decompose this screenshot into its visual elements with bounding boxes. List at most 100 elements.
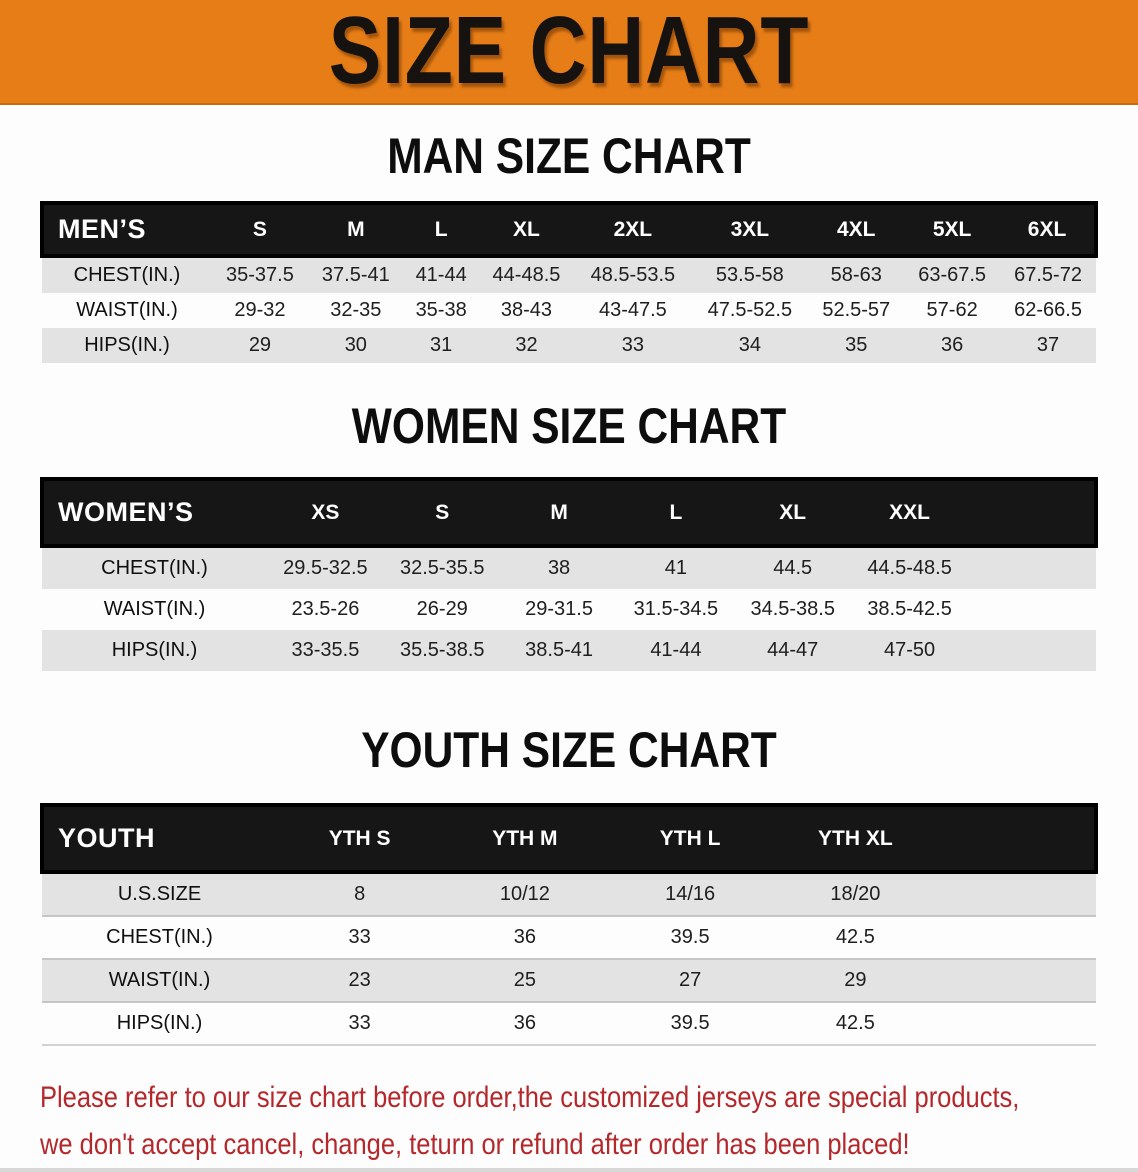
size-value: 33-35.5 <box>267 630 384 671</box>
header-row: MEN’S S M L XL 2XL 3XL 4XL 5XL 6XL <box>40 201 1098 258</box>
row-label: HIPS(IN.) <box>42 328 212 363</box>
spacer-cell <box>968 477 1098 548</box>
size-value: 67.5-72 <box>1000 254 1096 293</box>
size-value: 27 <box>607 958 773 1002</box>
size-value: 33 <box>277 915 443 959</box>
size-value: 44-48.5 <box>478 254 575 293</box>
size-value: 35-37.5 <box>212 254 308 293</box>
row-label: HIPS(IN.) <box>42 630 267 671</box>
table-corner-label: YOUTH <box>40 803 277 874</box>
table-row: U.S.SIZE 8 10/12 14/16 18/20 <box>42 870 1096 916</box>
column-header: 2XL <box>574 201 692 258</box>
column-header: 3XL <box>691 201 809 258</box>
content: MAN SIZE CHART MEN’S S M L XL 2XL 3XL 4XL 5XL 6XL… <box>0 105 1138 1168</box>
size-value: 36 <box>904 328 1001 363</box>
spacer-cell <box>938 958 1096 1002</box>
column-header: M <box>500 477 618 548</box>
size-value: 35.5-38.5 <box>383 630 501 671</box>
men-size-table: MEN’S S M L XL 2XL 3XL 4XL 5XL 6XL CHEST(IN.) 35-37… <box>40 201 1098 363</box>
note-line-2: we don't accept cancel, change, teturn o… <box>40 1128 910 1161</box>
youth-heading: YOUTH SIZE CHART <box>361 722 777 778</box>
size-value: 34.5-38.5 <box>750 598 835 620</box>
size-value: 8 <box>277 870 443 916</box>
note-line-1: Please refer to our size chart before or… <box>40 1081 1020 1114</box>
size-value: 41 <box>617 544 735 589</box>
size-value: 42.5 <box>772 915 938 959</box>
size-value: 44-47 <box>734 630 852 671</box>
column-header: YTH XL <box>772 803 938 874</box>
table-corner-label: WOMEN’S <box>40 477 267 548</box>
size-value: 29-31.5 <box>525 598 593 620</box>
size-value: 32 <box>478 328 575 363</box>
column-header: S <box>383 477 501 548</box>
column-header: M <box>307 201 404 258</box>
size-value: 32.5-35.5 <box>383 544 501 589</box>
column-header: L <box>403 201 479 258</box>
table-row: HIPS(IN.) 29 30 31 32 33 34 35 36 37 <box>42 328 1096 363</box>
women-size-table: WOMEN’S XS S M L XL XXL CHEST(IN.) 29.5-32.5 32.5… <box>40 477 1098 671</box>
header-row: WOMEN’S XS S M L XL XXL <box>40 477 1098 548</box>
women-heading: WOMEN SIZE CHART <box>351 398 787 454</box>
size-value: 26-29 <box>416 598 468 620</box>
size-value: 25 <box>442 958 608 1002</box>
size-value: 62-66.5 <box>1014 299 1082 321</box>
size-value: 29.5-32.5 <box>267 544 384 589</box>
size-value: 35 <box>808 328 905 363</box>
size-value: 37 <box>1000 328 1096 363</box>
table-row: WAIST(IN.) 23 25 27 29 <box>42 958 1096 1002</box>
size-value: 41-44 <box>617 630 735 671</box>
size-value: 52.5-57 <box>822 299 891 321</box>
spacer-cell <box>968 589 1096 630</box>
column-header: XL <box>734 477 852 548</box>
column-header: 4XL <box>808 201 905 258</box>
size-value: 48.5-53.5 <box>574 254 692 293</box>
size-value: 33 <box>574 328 692 363</box>
size-value: 29 <box>212 328 308 363</box>
row-label: CHEST(IN.) <box>42 915 277 959</box>
size-value: 36 <box>442 1001 608 1046</box>
size-value: 36 <box>442 915 608 959</box>
size-value: 41-44 <box>403 254 479 293</box>
men-heading: MAN SIZE CHART <box>387 128 751 184</box>
row-label: CHEST(IN.) <box>42 254 212 293</box>
column-header: L <box>617 477 735 548</box>
header-row: YOUTH YTH S YTH M YTH L YTH XL <box>40 803 1098 874</box>
size-value: 23 <box>277 958 443 1002</box>
size-value: 29 <box>772 958 938 1002</box>
size-value: 39.5 <box>607 915 773 959</box>
size-value: 63-67.5 <box>904 254 1001 293</box>
row-label: WAIST(IN.) <box>76 299 178 321</box>
size-value: 44.5-48.5 <box>851 544 968 589</box>
column-header: XL <box>478 201 575 258</box>
size-value: 47-50 <box>851 630 968 671</box>
spacer-cell <box>938 1001 1096 1046</box>
spacer-cell <box>968 544 1096 589</box>
size-value: 39.5 <box>607 1001 773 1046</box>
order-note: Please refer to our size chart before or… <box>40 1074 1098 1168</box>
size-value: 38-43 <box>500 299 553 321</box>
spacer-cell <box>968 630 1096 671</box>
size-value: 38.5-41 <box>500 630 618 671</box>
row-label: U.S.SIZE <box>42 870 277 916</box>
banner: SIZE CHART <box>0 0 1138 105</box>
size-value: 10/12 <box>442 870 608 916</box>
size-value: 38.5-42.5 <box>867 598 952 620</box>
size-value: 42.5 <box>772 1001 938 1046</box>
size-value: 53.5-58 <box>691 254 809 293</box>
table-row: HIPS(IN.) 33 36 39.5 42.5 <box>42 1001 1096 1046</box>
size-value: 34 <box>691 328 809 363</box>
size-value: 58-63 <box>808 254 905 293</box>
size-value: 31.5-34.5 <box>633 598 719 620</box>
size-value: 35-38 <box>415 299 467 321</box>
size-value: 18/20 <box>772 870 938 916</box>
column-header: S <box>212 201 308 258</box>
size-value: 43-47.5 <box>598 299 667 321</box>
bottom-edge-line <box>0 1168 1138 1172</box>
spacer-cell <box>938 803 1098 874</box>
table-row: CHEST(IN.) 33 36 39.5 42.5 <box>42 915 1096 959</box>
row-label: HIPS(IN.) <box>42 1001 277 1046</box>
row-label: CHEST(IN.) <box>42 544 267 589</box>
size-value: 14/16 <box>607 870 773 916</box>
youth-size-table: YOUTH YTH S YTH M YTH L YTH XL U.S.SIZE 8 10/12… <box>40 803 1098 1046</box>
column-header: YTH M <box>442 803 608 874</box>
